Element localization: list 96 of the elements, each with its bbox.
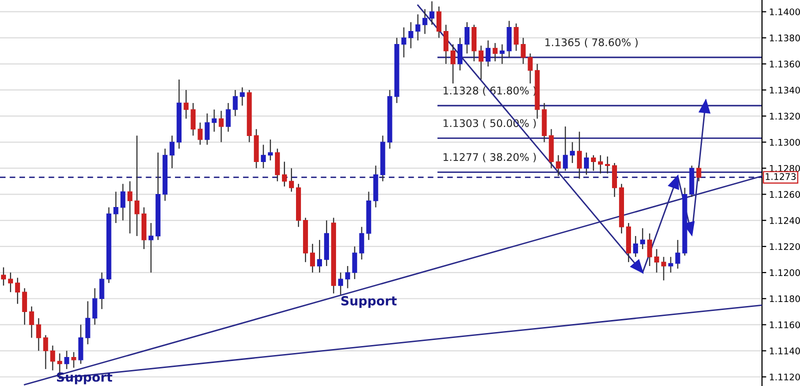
candlestick: [260, 144, 266, 169]
candlestick: [401, 26, 406, 58]
candlestick: [458, 37, 462, 71]
candlestick: [170, 135, 175, 169]
candlestick: [598, 154, 603, 174]
y-tick-label: 1.1240: [770, 217, 800, 224]
candlestick: [422, 8, 428, 34]
candlestick: [654, 248, 660, 274]
candlestick: [317, 239, 322, 274]
y-tick-label: 1.1180: [770, 295, 800, 302]
candlestick: [85, 300, 90, 345]
candlestick: [584, 152, 589, 176]
candlestick: [345, 265, 350, 289]
candlestick: [1, 266, 6, 286]
candlestick: [268, 138, 273, 161]
candlestick: [232, 89, 238, 117]
candlestick: [590, 154, 596, 172]
y-tick-label: 1.1320: [770, 112, 800, 120]
candlestick: [514, 22, 519, 52]
candlestick: [8, 272, 13, 293]
candlestick: [240, 86, 245, 106]
candlestick: [570, 142, 575, 164]
candlestick: [36, 318, 42, 352]
candlestick: [29, 306, 34, 338]
candlestick: [212, 108, 217, 132]
candlestick: [520, 37, 526, 64]
candlestick: [148, 222, 154, 274]
candlestick: [184, 89, 189, 120]
candlestick: [640, 228, 646, 250]
ref-line-label: 1.1273: [766, 173, 796, 180]
y-tick-label: 1.1280: [770, 164, 800, 172]
candlestick: [22, 288, 28, 326]
candlestick: [282, 161, 287, 188]
y-tick-label: 1.1300: [770, 138, 800, 146]
candlestick: [71, 352, 76, 368]
candlestick: [134, 135, 140, 237]
candlestick: [444, 24, 448, 64]
candlestick: [359, 226, 364, 260]
candlestick: [218, 110, 224, 143]
candlestick: [464, 22, 470, 54]
candlestick: [64, 350, 70, 370]
y-tick-label: 1.1260: [770, 191, 800, 198]
candlestick: [43, 334, 48, 370]
candlestick: [50, 345, 56, 371]
annotation: Support: [56, 372, 112, 384]
candlestick: [15, 277, 20, 304]
candlestick: [556, 154, 561, 177]
y-tick-label: 1.1360: [770, 60, 800, 68]
candlestick: [204, 112, 210, 146]
candlestick: [576, 131, 582, 180]
candlestick: [675, 239, 680, 270]
y-tick-label: 1.1340: [770, 86, 800, 94]
y-tick-label: 1.1200: [770, 269, 800, 276]
candlestick: [612, 162, 617, 198]
candlestick: [99, 272, 104, 310]
candlestick: [92, 288, 98, 326]
candlestick: [478, 45, 484, 80]
candlestick: [226, 102, 231, 132]
candlestick: [500, 44, 505, 64]
y-tick-label: 1.1160: [770, 321, 800, 328]
candlestick: [78, 324, 84, 364]
candlestick: [506, 20, 512, 58]
candlestick: [668, 256, 674, 274]
y-tick-label: 1.1220: [770, 243, 800, 250]
candlestick: [562, 126, 568, 172]
candlestick: [274, 148, 280, 182]
candlestick: [436, 6, 442, 38]
candlestick: [113, 191, 118, 224]
candlestick: [472, 24, 477, 62]
ref-line-label: 1.1277 ( 38.20% ): [444, 152, 536, 162]
candlestick: [492, 42, 498, 62]
candlestick: [429, 0, 434, 26]
candlestick: [198, 122, 203, 146]
candlestick: [415, 14, 420, 41]
candlestick: [633, 235, 638, 258]
y-tick-label: 1.1120: [770, 374, 800, 380]
y-tick-label: 1.1400: [770, 8, 800, 16]
candlestick: [338, 272, 344, 296]
y-tick-label: 1.1380: [770, 34, 800, 42]
candlestick: [289, 168, 294, 192]
candlestick: [605, 156, 610, 174]
candlestick: [120, 183, 126, 221]
candlestick: [647, 232, 652, 267]
candlestick: [528, 52, 533, 84]
candlestick: [661, 256, 666, 281]
ref-line-label: 1.1365 ( 78.60% ): [545, 38, 638, 48]
candlestick: [450, 44, 456, 84]
candlestick: [696, 165, 702, 182]
annotation: Support: [341, 296, 397, 308]
candlestick: [127, 180, 132, 234]
candlestick: [310, 243, 315, 274]
candlestick: [352, 246, 358, 280]
candlestick: [408, 22, 414, 49]
y-tick-label: 1.1140: [770, 348, 800, 354]
candlestick: [190, 102, 196, 136]
candlestick: [486, 40, 491, 68]
